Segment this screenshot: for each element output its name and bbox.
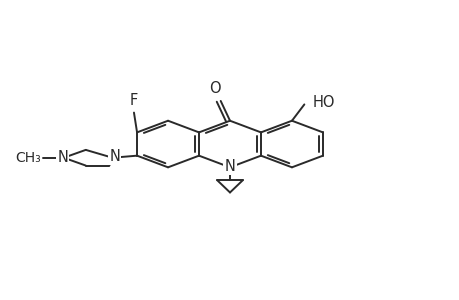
Text: O: O	[209, 82, 220, 97]
Text: CH₃: CH₃	[15, 151, 40, 165]
Text: F: F	[129, 93, 138, 108]
Text: N: N	[224, 159, 235, 174]
Text: N: N	[109, 149, 120, 164]
Text: N: N	[57, 150, 68, 165]
Text: HO: HO	[312, 94, 334, 110]
